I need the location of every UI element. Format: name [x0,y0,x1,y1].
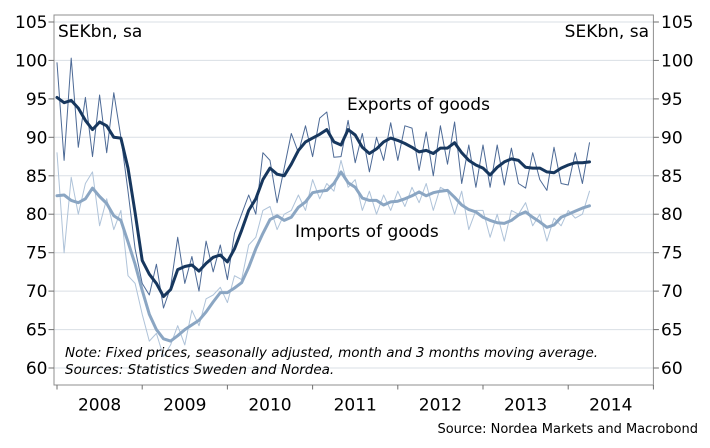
x-axis-year-label: 2013 [504,396,547,416]
unit-label-right: SEKbn, sa [565,22,649,42]
y-axis-tick-label-left: 105 [15,13,47,33]
imports-series-label: Imports of goods [295,222,439,242]
exports-series-label: Exports of goods [347,95,490,115]
y-axis-tick-label-left: 70 [26,282,48,302]
y-axis-tick-label-right: 60 [661,359,683,379]
y-axis-tick-label-left: 95 [26,90,48,110]
exports-3mma-line [55,95,591,298]
y-axis-tick-label-right: 90 [661,128,683,148]
x-axis-year-label: 2012 [419,396,462,416]
y-axis-tick-label-left: 100 [15,51,47,71]
y-axis-tick-label-right: 105 [661,13,693,33]
source-credit: Source: Nordea Markets and Macrobond [437,422,698,437]
y-axis-tick-label-left: 65 [26,321,48,341]
x-axis-year-label: 2009 [163,396,206,416]
y-axis-tick-label-right: 80 [661,205,683,225]
axis-tick-labels: 60 60 65 65 70 70 75 75 80 80 85 85 90 90 95 95 100 100 10… [15,13,693,416]
series-lines [55,57,591,357]
y-axis-tick-label-right: 75 [661,244,683,264]
x-axis-year-label: 2010 [248,396,291,416]
y-axis-tick-label-left: 90 [26,128,48,148]
y-axis-tick-label-right: 100 [661,51,693,71]
y-axis-tick-label-left: 60 [26,359,48,379]
y-axis-tick-label-left: 75 [26,244,48,264]
y-axis-tick-label-left: 85 [26,167,48,187]
axis-ticks [48,21,659,390]
imports-3mma-line [55,170,591,343]
y-axis-tick-label-right: 70 [661,282,683,302]
imports-monthly-line [56,152,590,357]
y-axis-tick-label-right: 95 [661,90,683,110]
x-axis-year-label: 2011 [334,396,377,416]
note-line-2: Sources: Statistics Sweden and Nordea. [65,362,334,378]
y-axis-tick-label-left: 80 [26,205,48,225]
y-axis-tick-label-right: 65 [661,321,683,341]
note-line-1: Note: Fixed prices, seasonally adjusted,… [65,345,598,361]
y-axis-tick-label-right: 85 [661,167,683,187]
unit-label-left: SEKbn, sa [58,22,142,42]
plot-frame [53,14,654,386]
x-axis-year-label: 2008 [78,396,121,416]
gridlines [54,21,654,369]
x-axis-year-label: 2014 [589,396,632,416]
